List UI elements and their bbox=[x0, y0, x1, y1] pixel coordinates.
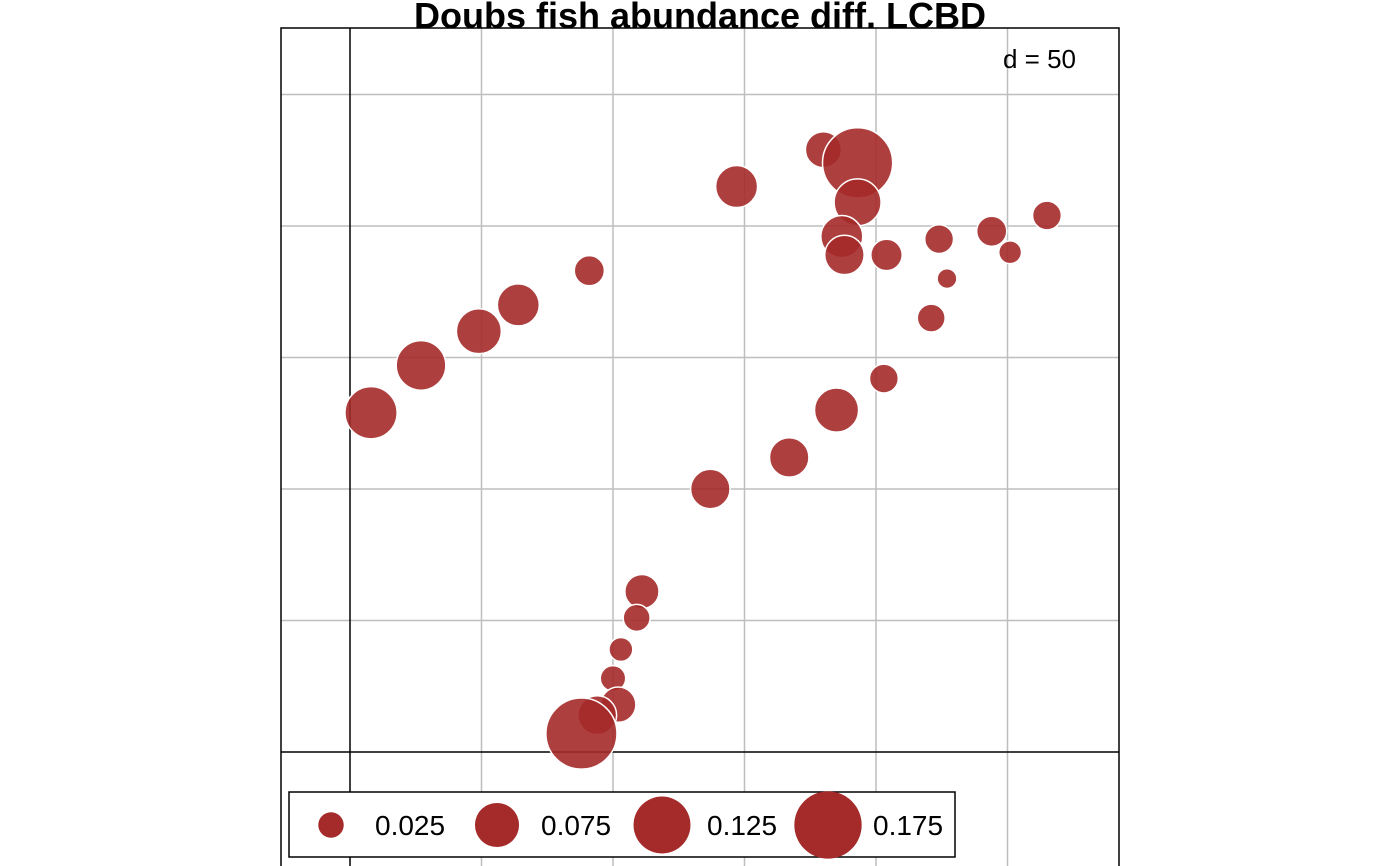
bubble-site-21 bbox=[768, 436, 810, 478]
legend-bubble-3 bbox=[633, 796, 691, 854]
bubble-site-3 bbox=[455, 307, 503, 355]
bubble-site-23 bbox=[624, 573, 660, 610]
bubble-site-24 bbox=[622, 603, 651, 633]
bubble-site-15 bbox=[997, 240, 1023, 265]
bubble-site-22 bbox=[689, 468, 731, 510]
legend-bubble-1 bbox=[318, 812, 344, 838]
plot-frame bbox=[280, 27, 1120, 866]
bubble-site-2 bbox=[395, 339, 447, 391]
grid-size-label: d = 50 bbox=[1003, 44, 1076, 74]
bubble-site-11 bbox=[823, 234, 865, 276]
legend-bubble-4 bbox=[794, 791, 862, 859]
bubble-site-13 bbox=[923, 224, 955, 255]
legend-label-2: 0.075 bbox=[541, 810, 611, 841]
bubble-site-16 bbox=[1031, 200, 1063, 231]
bubbles bbox=[344, 127, 1063, 770]
legend-label-3: 0.125 bbox=[707, 810, 777, 841]
legend-label-4: 0.175 bbox=[873, 810, 943, 841]
grid bbox=[281, 28, 1119, 866]
bubble-site-17 bbox=[936, 267, 958, 290]
bubble-site-20 bbox=[813, 387, 860, 433]
bubble-site-12 bbox=[870, 238, 903, 272]
legend-label-1: 0.025 bbox=[375, 810, 445, 841]
bubble-site-1 bbox=[344, 385, 398, 440]
legend-bubble-2 bbox=[474, 802, 520, 848]
bubble-site-19 bbox=[868, 363, 900, 394]
legend: 0.025 0.075 0.125 0.175 bbox=[288, 791, 956, 859]
bubble-site-6 bbox=[714, 164, 759, 209]
bubble-site-18 bbox=[916, 303, 946, 333]
bubble-site-14 bbox=[975, 215, 1008, 248]
bubble-site-4 bbox=[496, 283, 541, 327]
chart-title: Doubs fish abundance diff. LCBD bbox=[414, 0, 986, 36]
bubble-site-25 bbox=[608, 636, 634, 663]
bubble-site-29 bbox=[545, 697, 618, 770]
bubble-site-5 bbox=[573, 254, 606, 287]
